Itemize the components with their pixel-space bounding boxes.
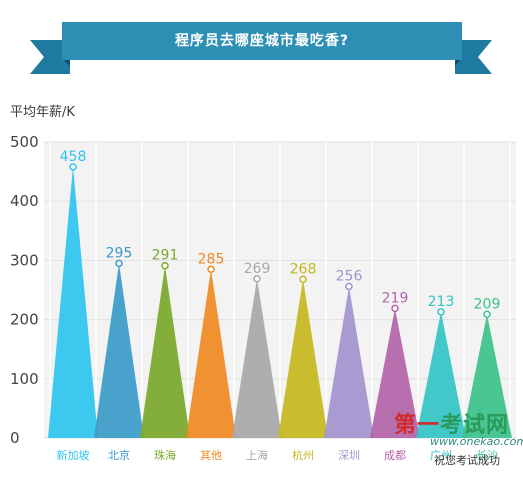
- data-label: 219: [382, 290, 409, 306]
- x-tick-label: 北京: [108, 448, 130, 462]
- bar: [462, 314, 512, 438]
- bar: [370, 308, 420, 438]
- y-tick-label: 400: [10, 192, 39, 210]
- data-label: 213: [428, 294, 455, 310]
- value-marker: [253, 275, 261, 283]
- value-marker: [115, 259, 123, 268]
- data-label: 256: [336, 268, 363, 284]
- bar: [324, 286, 374, 438]
- value-marker: [207, 265, 215, 274]
- value-marker: [437, 308, 445, 316]
- title-banner: [30, 22, 492, 74]
- data-label: 285: [198, 251, 225, 267]
- data-label: 295: [106, 245, 133, 261]
- bar: [140, 265, 190, 438]
- value-marker: [483, 310, 491, 319]
- y-tick-labels: 0 100 200 300 400 500: [10, 133, 39, 447]
- value-marker: [69, 163, 77, 171]
- y-tick-label: 300: [10, 251, 39, 269]
- value-marker: [161, 261, 169, 270]
- value-marker: [345, 282, 353, 291]
- value-marker: [299, 275, 307, 284]
- y-tick-label: 100: [10, 370, 39, 388]
- chart-title: 程序员去哪座城市最吃香?: [174, 33, 350, 49]
- x-tick-label: 珠海: [154, 448, 176, 462]
- value-markers: [69, 163, 491, 319]
- y-tick-label: 500: [10, 133, 39, 151]
- bars: [48, 166, 512, 438]
- x-tick-label: 新加坡: [57, 448, 90, 462]
- data-label: 269: [244, 261, 271, 277]
- banner-right-tail: [455, 40, 492, 74]
- banner-left-tail: [30, 40, 70, 74]
- data-label: 268: [290, 261, 317, 277]
- x-tick-label: 成都: [384, 449, 406, 462]
- bar: [232, 278, 282, 438]
- value-marker: [391, 304, 399, 313]
- x-tick-label: 杭州: [292, 448, 314, 462]
- y-axis-title: 平均年薪/K: [10, 105, 75, 120]
- y-tick-label: 200: [10, 311, 39, 329]
- data-label: 458: [60, 149, 87, 165]
- watermark-logo: 第一考试网 www.onekao.com 祝您考试成功: [388, 405, 523, 473]
- data-label: 291: [152, 248, 179, 264]
- x-tick-label: 广州: [430, 449, 452, 462]
- x-tick-label: 其他: [200, 449, 222, 462]
- y-tick-label: 0: [10, 429, 20, 447]
- bar: [186, 269, 236, 438]
- bar: [48, 166, 98, 438]
- banner-ribbon: [62, 22, 462, 60]
- bar: [94, 263, 144, 438]
- x-tick-label: 深圳: [338, 449, 360, 462]
- data-labels: 458 295 291 285 269 268 256 219 213 209: [60, 149, 501, 312]
- watermark-main: 第一考试网: [394, 407, 509, 439]
- bar: [416, 311, 466, 438]
- watermark-url: www.onekao.com: [430, 435, 523, 448]
- x-tick-label: 长沙: [476, 449, 498, 462]
- x-tick-labels: 新加坡 北京 珠海 其他 上海 杭州 深圳 成都 广州 长沙: [57, 448, 499, 462]
- x-tick-label: 上海: [246, 448, 268, 462]
- watermark-slogan: 祝您考试成功: [434, 454, 500, 467]
- watermark-main-prefix: 第一: [394, 413, 441, 438]
- bar: [278, 279, 328, 438]
- watermark-main-suffix: 考试网: [440, 413, 510, 438]
- data-label: 209: [474, 296, 501, 312]
